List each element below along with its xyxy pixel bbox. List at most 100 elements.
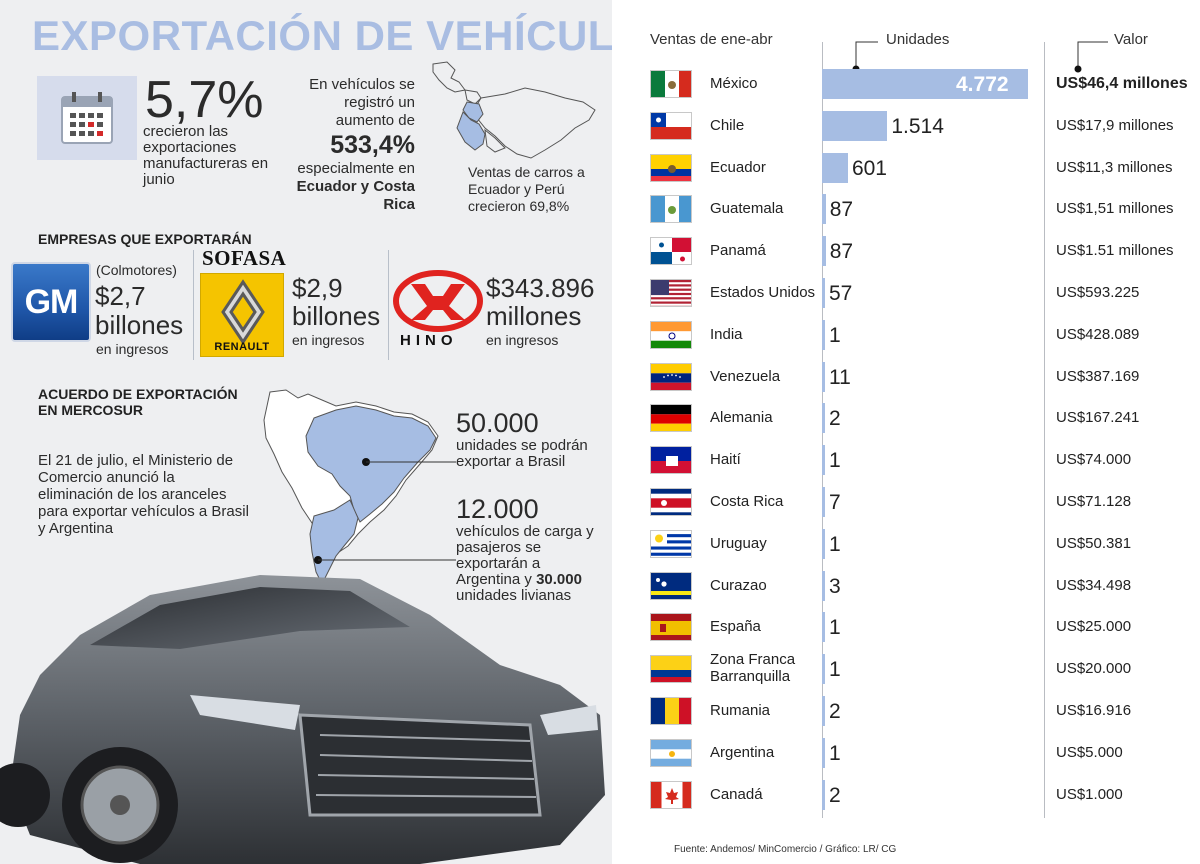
manufacturas-value: 5,7%: [145, 71, 264, 129]
data-label: 7: [829, 491, 841, 514]
flag-icon: [650, 320, 692, 349]
flag-icon: [650, 571, 692, 600]
flag-icon: [650, 780, 692, 809]
bar: [822, 487, 825, 517]
chart-row: Zona Franca Barranquilla 1 US$20.000: [0, 648, 1200, 690]
category-label: Zona Franca Barranquilla: [710, 651, 796, 686]
category-label: Uruguay: [710, 534, 767, 552]
chart-row: Haití 1 US$74.000: [0, 439, 1200, 481]
data-label: 4.772: [956, 73, 1009, 96]
argentina-value: 12.000: [456, 494, 539, 524]
flag-icon: [650, 195, 692, 224]
data-label: 601: [851, 156, 887, 180]
flag-icon: [650, 655, 692, 684]
category-label: Costa Rica: [710, 493, 784, 510]
flag-icon: [650, 404, 692, 433]
left-panel: EXPORTACIÓN DE VEHÍCULOS 5,7% crecieron …: [0, 0, 612, 864]
bar: [822, 403, 825, 434]
bar: [822, 361, 825, 392]
data-label: 1: [829, 616, 841, 640]
map-caption: Ventas de carros a Ecuador y Perú crecie…: [468, 164, 585, 214]
chart-row: Canadá 2 US$1.000: [0, 774, 1200, 816]
brasil-text: unidades se podrán exportar a Brasil: [456, 437, 588, 470]
column-divider: [1044, 42, 1045, 818]
sofasa-desc: en ingresos: [292, 332, 365, 348]
data-label: 1: [829, 658, 841, 682]
valor-pointer-icon: [1074, 41, 1108, 73]
bar: [822, 445, 825, 476]
category-label: Curazao: [710, 576, 767, 594]
bar: [822, 69, 1028, 99]
data-label: 87: [829, 198, 854, 222]
data-label: 11: [829, 365, 851, 389]
chart-row: México 4.772 US$46,4 millones: [0, 63, 1200, 105]
valor-cell: US$34.498: [1056, 576, 1132, 594]
chart-row: España 1 US$25.000: [0, 606, 1200, 648]
category-label: Argentina: [710, 743, 775, 761]
flag-icon: [650, 362, 692, 391]
flag-icon: [650, 279, 692, 307]
chart-row: Chile 1.514 US$17,9 millones: [0, 105, 1200, 147]
valor-cell: US$50.381: [1056, 534, 1132, 552]
valor-cell: US$1,51 millones: [1056, 200, 1174, 218]
category-label: Ecuador: [710, 158, 766, 176]
data-label: 1.514: [891, 114, 944, 138]
bar: [822, 696, 825, 726]
valor-cell: US$428.089: [1056, 325, 1140, 343]
chart-row: Venezuela 11 US$387.169: [0, 356, 1200, 398]
valor-cell: US$16.916: [1056, 702, 1132, 719]
brasil-annotation: 50.000 unidades se podrán exportar a Bra…: [456, 408, 606, 470]
valor-cell: US$74.000: [1056, 451, 1132, 469]
data-label: 2: [829, 700, 841, 723]
chart-row: Panamá 87 US$1.51 millones: [0, 230, 1200, 272]
bar: [822, 528, 825, 559]
flag-icon: [650, 153, 692, 182]
vehiculos-stat: En vehículos se registró un aumento de 5…: [283, 76, 415, 214]
gm-note: (Colmotores): [96, 262, 177, 278]
flag-icon: [650, 70, 692, 98]
flag-icon: [650, 738, 692, 767]
car-illustration: [0, 575, 605, 864]
bar: [822, 570, 825, 601]
empresas-heading: EMPRESAS QUE EXPORTARÁN: [38, 231, 252, 247]
bar: [822, 194, 826, 225]
divider: [193, 250, 194, 360]
vehiculos-value: 533,4%: [330, 131, 415, 159]
gm-desc: en ingresos: [96, 341, 169, 357]
column-header-valor: Valor: [1114, 31, 1148, 48]
valor-cell: US$25.000: [1056, 618, 1132, 636]
category-label: Alemania: [710, 409, 773, 427]
vehiculos-countries: Ecuador y Costa Rica: [296, 178, 415, 213]
valor-cell: US$20.000: [1056, 660, 1132, 678]
mercosur-heading-line2: EN MERCOSUR: [38, 402, 144, 418]
hino-emblem-icon: [393, 270, 483, 332]
hino-unit: millones: [486, 301, 582, 331]
chart-row: Alemania 2 US$167.241: [0, 397, 1200, 439]
bar: [822, 654, 825, 685]
bar: [822, 737, 825, 768]
flag-icon: [650, 529, 692, 558]
category-label: Venezuela: [710, 367, 781, 385]
bar: [822, 152, 848, 183]
data-label: 1: [829, 449, 841, 473]
sofasa-value: $2,9: [292, 273, 343, 303]
data-label: 3: [829, 574, 841, 598]
chart-row: Argentina 1 US$5.000: [0, 732, 1200, 774]
chart-row: Rumania 2 US$16.916: [0, 690, 1200, 732]
category-label: Estados Unidos: [710, 284, 816, 301]
valor-cell: US$17,9 millones: [1056, 116, 1174, 134]
chart-row: India 1 US$428.089: [0, 314, 1200, 356]
renault-logo-text: RENAULT: [214, 341, 270, 353]
mercosur-heading: ACUERDO DE EXPORTACIÓN EN MERCOSUR: [38, 386, 238, 418]
bar: [822, 110, 888, 141]
bar: [822, 779, 825, 810]
mercosur-heading-line1: ACUERDO DE EXPORTACIÓN: [38, 386, 238, 402]
data-label: 87: [829, 240, 854, 264]
bar: [822, 319, 825, 350]
valor-cell: US$71.128: [1056, 493, 1132, 510]
vehiculos-mid: especialmente en: [297, 160, 415, 177]
bar: [822, 612, 825, 643]
hino-desc: en ingresos: [486, 332, 559, 348]
argentina-annotation: 12.000 vehículos de carga y pasajeros se…: [456, 494, 606, 604]
category-label: Chile: [710, 116, 745, 134]
